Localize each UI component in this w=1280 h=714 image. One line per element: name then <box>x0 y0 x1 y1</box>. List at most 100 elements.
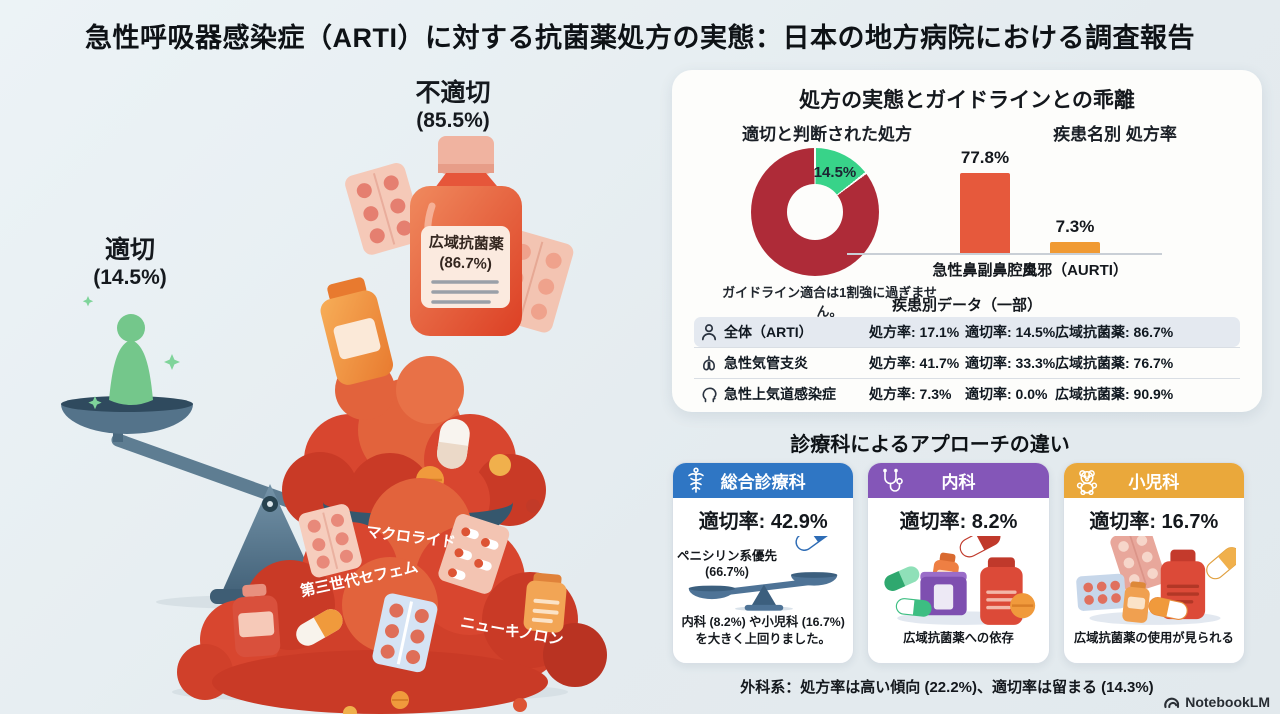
card-header: 総合診療科 <box>673 463 854 498</box>
row-name: 全体（ARTI） <box>724 324 813 340</box>
row-name: 急性上気道感染症 <box>724 386 836 402</box>
notebooklm-brand: NotebookLM <box>1163 694 1270 710</box>
bar-sinusitis <box>960 173 1010 253</box>
department-cards: 総合診療科 適切率: 42.9% <box>672 462 1245 664</box>
bar-category-label: 急性鼻副鼻腔炎 <box>932 262 1038 279</box>
capsule-pill <box>296 609 343 646</box>
bottle-label-percent: (86.7%) <box>439 253 493 273</box>
mini-balance-graphic <box>688 536 838 612</box>
departments-title: 診療科によるアプローチの違い <box>790 434 1070 456</box>
appropriate-label: 適切 (14.5%) <box>55 236 205 290</box>
panel-title: 処方の実態とガイドラインとの乖離 <box>799 89 1135 112</box>
drip-drop <box>526 499 540 513</box>
row-prescription-rate: 処方率: 17.1% <box>869 324 960 340</box>
appropriate-rate-value: 適切率: 16.7% <box>1089 511 1219 533</box>
caduceus-icon <box>684 467 708 495</box>
balance-illustration: 適切 (14.5%) 不適切 (85.5%) 広域抗菌薬 (86.7%) マクロ… <box>0 60 660 714</box>
table-row: 急性上気道感染症 処方率: 7.3% 適切率: 0.0% 広域抗菌薬: 90.9… <box>694 378 1240 409</box>
teddy-bear-icon <box>1075 467 1099 496</box>
notebooklm-icon <box>1164 697 1180 709</box>
bar-category-label: 風邪（AURTI） <box>1022 262 1128 279</box>
card-title: 小児科 <box>1128 473 1180 492</box>
card-caption: 広域抗菌薬の使用が見られる <box>1073 631 1234 645</box>
card-internal-medicine: 内科 適切率: 8.2% <box>867 462 1050 664</box>
pill-bottle <box>1122 581 1150 623</box>
balance-scale-graphic <box>61 136 607 714</box>
appropriate-pan <box>61 296 193 442</box>
bottle-label-text: 広域抗菌薬 <box>428 233 505 254</box>
row-broad-spectrum-rate: 広域抗菌薬: 86.7% <box>1055 324 1174 340</box>
blister-pack <box>438 514 510 594</box>
row-prescription-rate: 処方率: 7.3% <box>869 386 952 402</box>
tablet <box>513 698 527 712</box>
blister-pack <box>372 593 438 673</box>
green-pawn-figure <box>109 314 153 405</box>
ground-medication-pile <box>177 478 607 714</box>
card-title: 総合診療科 <box>720 473 806 492</box>
capsule-pill <box>960 536 1001 558</box>
prescription-reality-panel: 処方の実態とガイドラインとの乖離 適切と判断された処方 14.5% ガイドライン… <box>672 70 1262 412</box>
surgery-note: 外科系：処方率は高い傾向 (22.2%)、適切率は留まる (14.3%) <box>740 679 1154 696</box>
appropriate-rate-value: 適切率: 8.2% <box>899 511 1018 533</box>
capsule-pill <box>896 598 933 617</box>
blister-pack <box>1076 573 1126 611</box>
lungs-icon <box>694 353 724 373</box>
donut-caption: ガイドライン適合は1割強に過ぎません。 <box>722 285 937 319</box>
tablet <box>343 706 357 714</box>
table-row: 全体（ARTI） 処方率: 17.1% 適切率: 14.5% 広域抗菌薬: 86… <box>694 317 1240 347</box>
penicillin-scale-graphic: ペニシリン系優先 (66.7%) <box>673 536 853 612</box>
blister-pack <box>345 163 424 255</box>
pill-box <box>920 571 968 616</box>
donut-chart: 14.5% <box>751 148 879 276</box>
capsule-pill <box>1205 547 1236 580</box>
bar-value-label: 77.8% <box>960 148 1010 167</box>
row-appropriate-rate: 適切率: 0.0% <box>965 386 1048 402</box>
pill-bottle <box>232 583 281 658</box>
inappropriate-text: 不適切 <box>415 79 491 107</box>
pills-graphic <box>884 536 1036 625</box>
table-title: 疾患別データ（一部） <box>891 297 1042 314</box>
row-broad-spectrum-rate: 広域抗菌薬: 76.7% <box>1055 355 1174 371</box>
table-row: 急性気管支炎 処方率: 41.7% 適切率: 33.3% 広域抗菌薬: 76.7… <box>694 347 1240 378</box>
pills-graphic <box>1076 536 1236 625</box>
appropriate-rate-value: 適切率: 42.9% <box>698 511 828 533</box>
blister-pack <box>298 504 362 578</box>
head-icon <box>694 384 724 404</box>
appropriate-text: 適切 <box>104 236 155 264</box>
donut-value-label: 14.5% <box>813 164 857 181</box>
appropriate-percent: (14.5%) <box>93 265 167 289</box>
pill-bottle <box>523 572 567 633</box>
disease-data-table: 全体（ARTI） 処方率: 17.1% 適切率: 14.5% 広域抗菌薬: 86… <box>694 317 1240 409</box>
capsule-pill <box>1148 597 1188 620</box>
capsule-pill <box>436 418 470 469</box>
page-title: 急性呼吸器感染症（ARTI）に対する抗菌薬処方の実態：日本の地方病院における調査… <box>85 23 1195 53</box>
stethoscope-icon <box>879 467 904 495</box>
bar-chart-title: 疾患名別 処方率 <box>1053 125 1177 144</box>
bottle-label: 広域抗菌薬 (86.7%) <box>418 232 513 274</box>
card-caption: 広域抗菌薬への依存 <box>903 631 1014 645</box>
row-prescription-rate: 処方率: 41.7% <box>869 355 960 371</box>
row-name: 急性気管支炎 <box>724 355 808 371</box>
bar-chart-baseline <box>847 253 1162 255</box>
penicillin-priority-label: ペニシリン系優先 (66.7%) <box>676 549 777 580</box>
person-icon <box>694 322 724 342</box>
row-broad-spectrum-rate: 広域抗菌薬: 90.9% <box>1055 386 1174 402</box>
broad-spectrum-bottle <box>410 136 522 336</box>
capsule-pill <box>884 566 920 591</box>
row-appropriate-rate: 適切率: 33.3% <box>965 355 1056 371</box>
inappropriate-label: 不適切 (85.5%) <box>378 79 528 133</box>
tablet <box>489 454 511 476</box>
capsule-pill <box>795 536 832 551</box>
card-header: 内科 <box>868 463 1049 498</box>
card-pediatrics: 小児科 適切率: 16.7% <box>1062 462 1245 664</box>
inappropriate-percent: (85.5%) <box>416 108 490 132</box>
bar-common-cold <box>1050 242 1100 253</box>
card-caption: 内科 (8.2%) や小児科 (16.7%) を大きく上回りました。 <box>681 615 845 646</box>
pill-bottle <box>320 277 394 385</box>
donut-chart-title: 適切と判断された処方 <box>742 125 912 144</box>
row-appropriate-rate: 適切率: 14.5% <box>965 324 1056 340</box>
card-title: 内科 <box>941 473 976 492</box>
sparkle-icon <box>82 296 180 410</box>
brand-text: NotebookLM <box>1185 694 1270 710</box>
